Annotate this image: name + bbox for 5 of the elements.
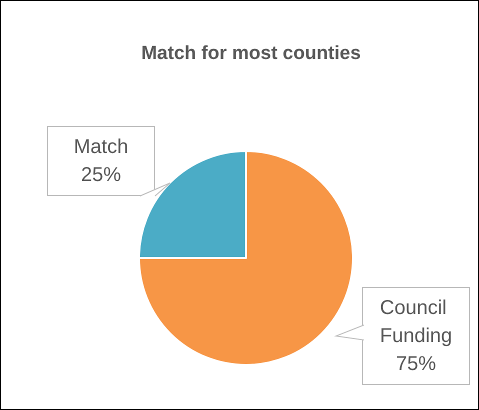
data-label: 75%: [396, 353, 436, 375]
slice-label: Match: [74, 136, 128, 158]
chart-title: Match for most counties: [141, 43, 361, 64]
data-label: 25%: [80, 164, 122, 186]
slice-label: Council Funding: [380, 297, 452, 347]
